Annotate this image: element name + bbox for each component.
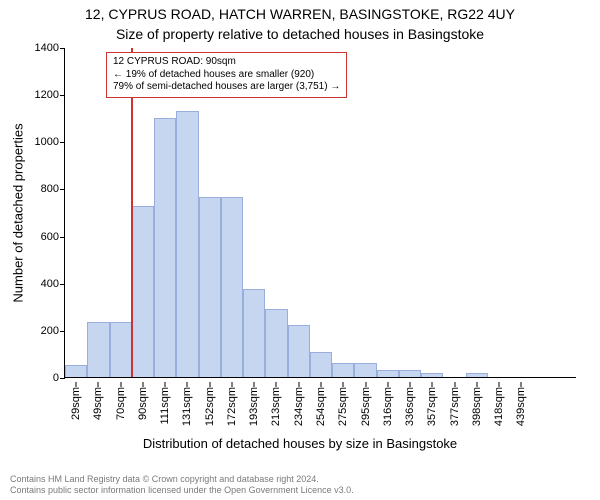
histogram-bar <box>466 373 488 377</box>
y-tick-mark <box>60 142 65 143</box>
x-tick-label: 111sqm <box>159 387 171 425</box>
x-tick-label: 357sqm <box>426 387 438 426</box>
histogram-bar <box>354 363 376 377</box>
histogram-bar <box>310 352 332 377</box>
y-tick-mark <box>60 378 65 379</box>
x-tick-label: 172sqm <box>226 387 238 426</box>
histogram-bar <box>110 322 132 377</box>
annotation-line: 79% of semi-detached houses are larger (… <box>113 81 340 94</box>
histogram-bar <box>65 365 87 377</box>
x-tick-label: 29sqm <box>70 387 82 420</box>
x-tick-label: 398sqm <box>471 387 483 426</box>
histogram-bar <box>399 370 421 377</box>
x-tick-label: 49sqm <box>92 387 104 420</box>
x-tick-label: 418sqm <box>493 387 505 426</box>
y-tick-mark <box>60 189 65 190</box>
histogram-bar <box>332 363 354 377</box>
chart-title-line2: Size of property relative to detached ho… <box>0 26 600 42</box>
histogram-bar <box>243 289 265 377</box>
footer: Contains HM Land Registry data © Crown c… <box>10 474 590 497</box>
histogram-bar <box>221 197 243 377</box>
y-tick-mark <box>60 48 65 49</box>
histogram-bar <box>421 373 443 377</box>
y-tick-mark <box>60 95 65 96</box>
histogram-bar <box>132 206 154 377</box>
histogram-bar <box>154 118 176 377</box>
y-tick-mark <box>60 331 65 332</box>
x-tick-label: 234sqm <box>293 387 305 426</box>
x-tick-label: 90sqm <box>137 387 149 420</box>
histogram-bar <box>87 322 109 377</box>
histogram-bar <box>176 111 198 377</box>
y-axis-label: Number of detached properties <box>11 123 26 302</box>
annotation-line: ← 19% of detached houses are smaller (92… <box>113 69 340 82</box>
annotation-box: 12 CYPRUS ROAD: 90sqm← 19% of detached h… <box>106 52 347 98</box>
annotation-line: 12 CYPRUS ROAD: 90sqm <box>113 56 340 69</box>
x-tick-label: 213sqm <box>270 387 282 426</box>
figure: 12, CYPRUS ROAD, HATCH WARREN, BASINGSTO… <box>0 0 600 500</box>
footer-line2: Contains public sector information licen… <box>10 485 590 496</box>
x-tick-label: 131sqm <box>181 387 193 426</box>
x-axis-label: Distribution of detached houses by size … <box>0 436 600 451</box>
x-tick-label: 295sqm <box>360 387 372 426</box>
x-tick-label: 336sqm <box>404 387 416 426</box>
histogram-bar <box>288 325 310 377</box>
x-tick-label: 439sqm <box>515 387 527 426</box>
footer-line1: Contains HM Land Registry data © Crown c… <box>10 474 590 485</box>
chart-title-line1: 12, CYPRUS ROAD, HATCH WARREN, BASINGSTO… <box>0 6 600 22</box>
x-tick-label: 152sqm <box>204 387 216 426</box>
histogram-bar <box>265 309 287 377</box>
plot-area: 020040060080010001200140029sqm49sqm70sqm… <box>64 48 576 378</box>
x-tick-label: 316sqm <box>382 387 394 426</box>
y-tick-mark <box>60 237 65 238</box>
x-tick-label: 275sqm <box>337 387 349 426</box>
x-tick-label: 193sqm <box>248 387 260 426</box>
x-tick-label: 70sqm <box>115 387 127 420</box>
x-tick-label: 254sqm <box>315 387 327 426</box>
y-tick-mark <box>60 284 65 285</box>
histogram-bar <box>199 197 221 377</box>
histogram-bar <box>377 370 399 377</box>
x-tick-label: 377sqm <box>449 387 461 426</box>
